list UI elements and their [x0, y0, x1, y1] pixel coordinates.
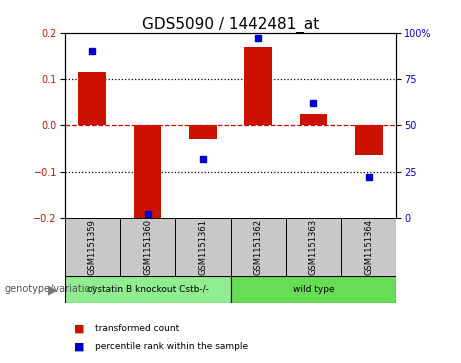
Bar	[230, 276, 396, 303]
Text: ▶: ▶	[48, 283, 58, 296]
Text: wild type: wild type	[293, 285, 334, 294]
Text: GSM1151359: GSM1151359	[88, 219, 97, 275]
Bar	[244, 46, 272, 125]
Text: cystatin B knockout Cstb-/-: cystatin B knockout Cstb-/-	[87, 285, 208, 294]
Text: ■: ■	[74, 323, 84, 334]
Text: transformed count: transformed count	[95, 324, 179, 333]
Text: GSM1151364: GSM1151364	[364, 219, 373, 275]
Bar	[120, 218, 175, 276]
Text: GSM1151360: GSM1151360	[143, 219, 152, 275]
Text: GSM1151362: GSM1151362	[254, 219, 263, 275]
Text: GSM1151363: GSM1151363	[309, 219, 318, 275]
Bar	[175, 218, 230, 276]
Bar	[341, 218, 396, 276]
Bar	[134, 125, 161, 220]
Bar	[355, 125, 383, 155]
Bar	[230, 218, 286, 276]
Bar	[65, 218, 120, 276]
Bar	[78, 72, 106, 125]
Bar	[300, 114, 327, 125]
Text: GSM1151361: GSM1151361	[198, 219, 207, 275]
Text: percentile rank within the sample: percentile rank within the sample	[95, 342, 248, 351]
Text: ■: ■	[74, 342, 84, 352]
Bar	[189, 125, 217, 139]
Bar	[65, 276, 230, 303]
Text: GDS5090 / 1442481_at: GDS5090 / 1442481_at	[142, 16, 319, 33]
Text: genotype/variation: genotype/variation	[5, 285, 97, 294]
Bar	[286, 218, 341, 276]
